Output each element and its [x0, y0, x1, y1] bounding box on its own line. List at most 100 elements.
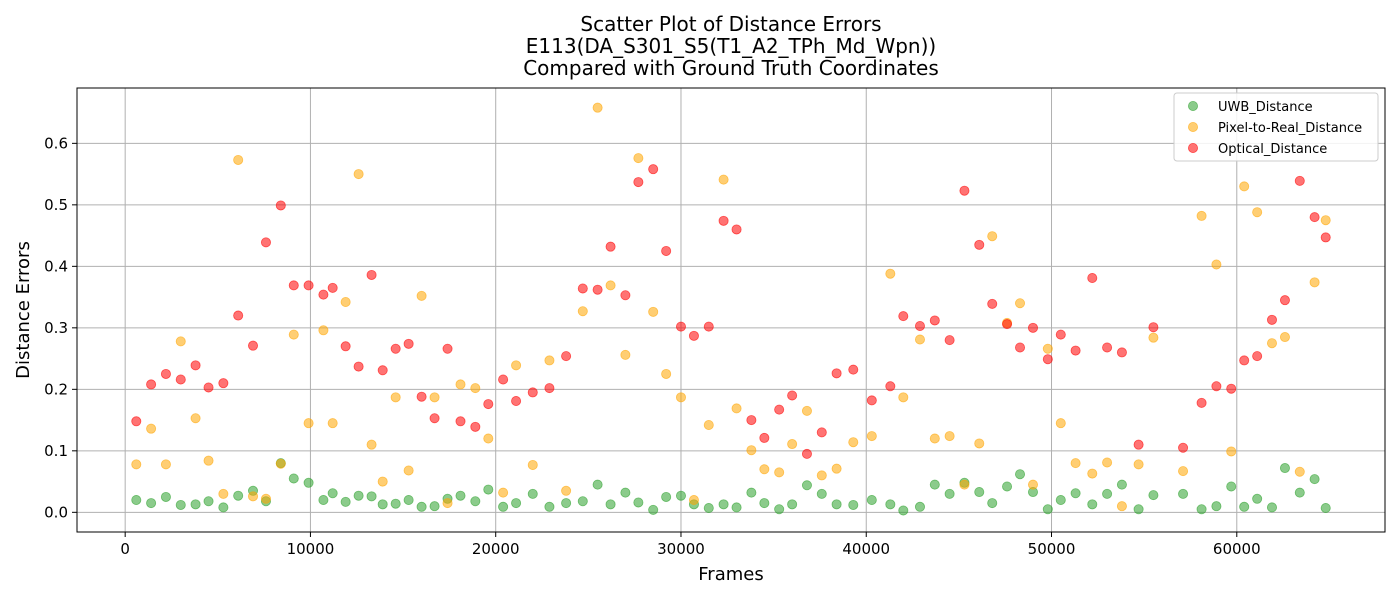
data-point	[327, 282, 338, 293]
data-point	[366, 269, 377, 280]
data-point	[203, 382, 214, 393]
data-point	[1116, 347, 1127, 358]
data-point	[1239, 181, 1250, 192]
data-point	[1239, 501, 1250, 512]
legend-marker	[1188, 122, 1199, 133]
data-point	[1015, 469, 1026, 480]
data-point	[429, 413, 440, 424]
x-axis-ticks: 0 10000 20000 30000 40000 50000 60000	[120, 532, 1261, 558]
data-point	[544, 355, 555, 366]
data-point	[1279, 463, 1290, 474]
data-point	[1055, 418, 1066, 429]
data-point	[1148, 322, 1159, 333]
x-tick-label: 0	[120, 540, 130, 558]
data-point	[275, 200, 286, 211]
data-point	[759, 498, 770, 509]
data-point	[774, 467, 785, 478]
data-point	[218, 488, 229, 499]
data-point	[831, 368, 842, 379]
data-point	[816, 488, 827, 499]
data-point	[801, 405, 812, 416]
data-point	[914, 334, 925, 345]
data-point	[1055, 329, 1066, 340]
data-point	[746, 415, 757, 426]
data-point	[429, 501, 440, 512]
data-point	[648, 164, 659, 175]
data-point	[898, 505, 909, 516]
data-point	[160, 491, 171, 502]
data-point	[1070, 458, 1081, 469]
data-point	[987, 298, 998, 309]
data-point	[831, 499, 842, 510]
data-point	[455, 490, 466, 501]
data-point	[1133, 504, 1144, 515]
data-point	[1309, 277, 1320, 288]
data-point	[898, 392, 909, 403]
data-point	[1042, 504, 1053, 515]
data-point	[1239, 355, 1250, 366]
data-point	[577, 496, 588, 507]
data-point	[1148, 332, 1159, 343]
data-point	[483, 433, 494, 444]
data-point	[688, 495, 699, 506]
data-point	[511, 498, 522, 509]
data-point	[866, 495, 877, 506]
chart-title-line: E113(DA_S301_S5(T1_A2_TPh_Md_Wpn))	[526, 34, 936, 58]
data-point	[340, 297, 351, 308]
data-point	[498, 487, 509, 498]
data-point	[260, 237, 271, 248]
data-point	[483, 484, 494, 495]
data-point	[1178, 466, 1189, 477]
y-axis-ticks: 0.0 0.1 0.2 0.3 0.4 0.5 0.6	[44, 134, 77, 521]
data-point	[620, 290, 631, 301]
data-point	[866, 431, 877, 442]
data-point	[1196, 210, 1207, 221]
data-point	[787, 499, 798, 510]
data-point	[1102, 457, 1113, 468]
data-point	[416, 391, 427, 402]
data-point	[561, 485, 572, 496]
data-points	[131, 102, 1331, 516]
data-point	[1133, 459, 1144, 470]
data-point	[1116, 501, 1127, 512]
data-point	[1002, 481, 1013, 492]
data-point	[366, 491, 377, 502]
data-point	[885, 381, 896, 392]
data-point	[577, 306, 588, 317]
data-point	[648, 306, 659, 317]
data-point	[248, 340, 259, 351]
chart-title-line: Compared with Ground Truth Coordinates	[523, 56, 939, 80]
data-point	[703, 321, 714, 332]
data-point	[131, 416, 142, 427]
data-point	[390, 498, 401, 509]
data-point	[661, 368, 672, 379]
data-point	[416, 290, 427, 301]
data-point	[1252, 207, 1263, 218]
data-point	[885, 499, 896, 510]
data-point	[403, 495, 414, 506]
data-point	[1294, 175, 1305, 186]
data-point	[233, 310, 244, 321]
x-tick-label: 10000	[287, 540, 335, 558]
data-point	[703, 419, 714, 430]
data-point	[959, 479, 970, 490]
data-point	[470, 496, 481, 507]
legend-marker	[1188, 142, 1199, 153]
data-point	[527, 488, 538, 499]
data-point	[1226, 383, 1237, 394]
data-point	[470, 421, 481, 432]
data-point	[1148, 490, 1159, 501]
data-point	[429, 392, 440, 403]
data-point	[661, 491, 672, 502]
data-point	[648, 504, 659, 515]
data-point	[848, 437, 859, 448]
data-point	[592, 284, 603, 295]
data-point	[1320, 232, 1331, 243]
data-point	[377, 476, 388, 487]
y-axis-label: Distance Errors	[13, 241, 34, 379]
data-point	[1252, 351, 1263, 362]
data-point	[146, 423, 157, 434]
x-tick-label: 40000	[842, 540, 890, 558]
data-point	[914, 320, 925, 331]
